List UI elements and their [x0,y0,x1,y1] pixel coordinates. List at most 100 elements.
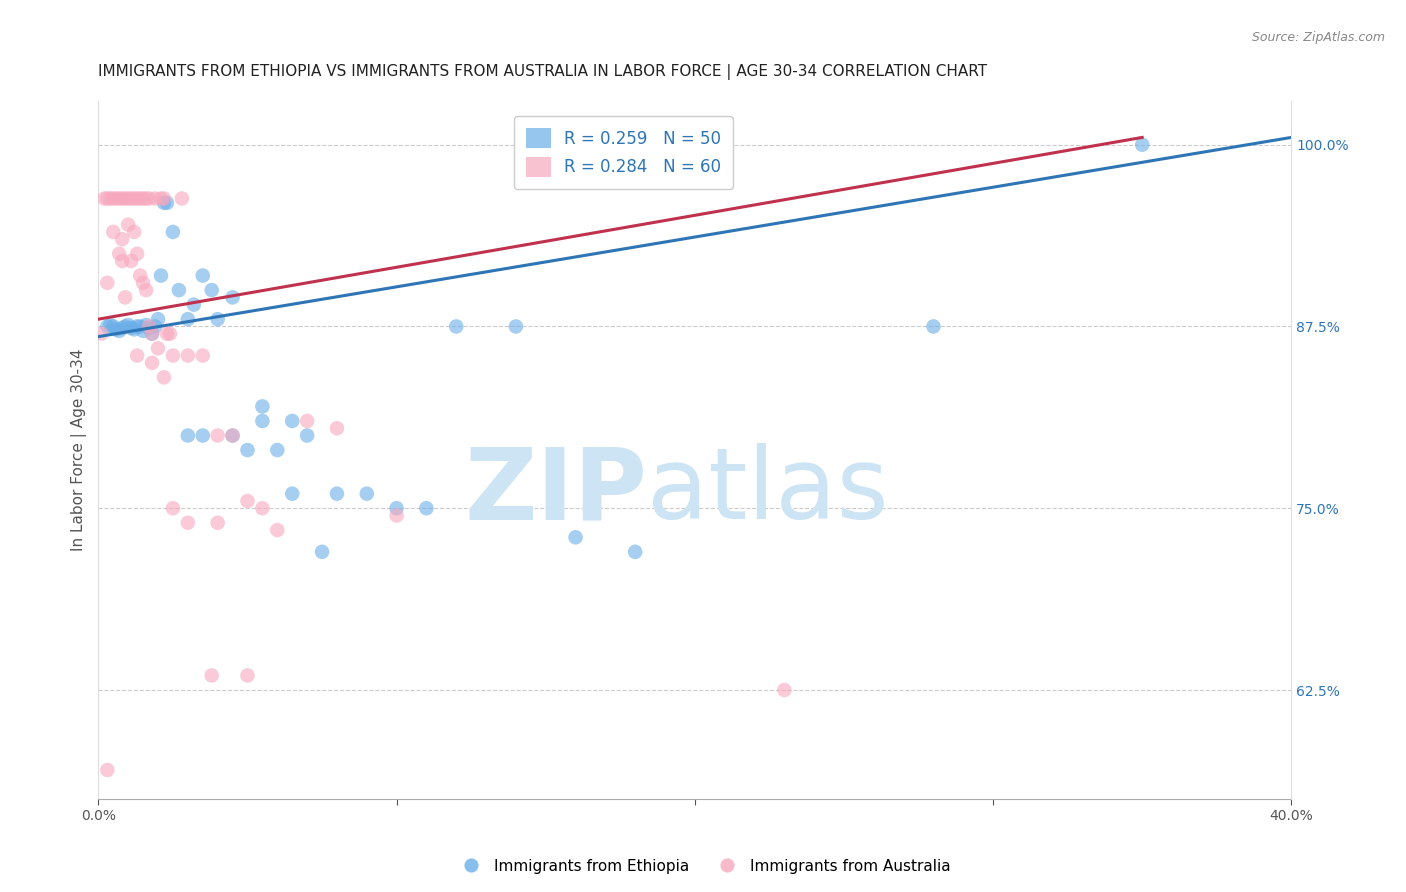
Point [191,428,214,442]
Text: ZIP: ZIP [464,443,647,541]
Point [93,192,115,206]
Point [162,349,184,363]
Point [127,349,149,363]
Point [207,312,229,326]
Point [122,225,145,239]
Point [105,192,128,206]
Legend: Immigrants from Ethiopia, Immigrants from Australia: Immigrants from Ethiopia, Immigrants fro… [450,853,956,880]
Point [153,192,176,206]
Point [773,683,796,698]
Point [108,246,131,260]
Point [96,276,118,290]
Point [143,319,166,334]
Point [120,254,142,268]
Point [96,763,118,777]
Point [98,318,121,332]
Point [98,192,121,206]
Point [117,218,139,232]
Point [108,324,131,338]
Y-axis label: In Labor Force | Age 30-34: In Labor Force | Age 30-34 [72,349,87,551]
Point [564,530,586,544]
Point [177,349,200,363]
Point [444,319,467,334]
Point [252,501,274,516]
Point [103,319,125,334]
Point [162,501,184,516]
Point [120,321,142,335]
Point [162,225,184,239]
Point [191,268,214,283]
Point [105,322,128,336]
Point [281,486,304,500]
Point [90,326,112,341]
Point [326,421,349,435]
Point [132,324,155,338]
Point [111,254,134,268]
Point [201,668,224,682]
Point [922,319,945,334]
Point [236,494,259,508]
Point [108,192,131,206]
Point [127,319,149,334]
Point [415,501,437,516]
Point [252,414,274,428]
Point [122,322,145,336]
Point [326,486,349,500]
Point [114,319,136,334]
Point [221,428,243,442]
Point [141,356,163,370]
Point [266,443,288,458]
Point [153,370,176,384]
Point [236,443,259,458]
Point [122,192,145,206]
Point [111,232,134,246]
Point [266,523,288,537]
Point [191,349,214,363]
Point [127,192,149,206]
Text: Source: ZipAtlas.com: Source: ZipAtlas.com [1251,31,1385,45]
Point [183,298,205,312]
Point [221,428,243,442]
Point [120,192,142,206]
Point [129,192,152,206]
Point [138,192,160,206]
Point [385,501,408,516]
Point [117,192,139,206]
Point [127,246,149,260]
Point [146,312,169,326]
Point [103,192,125,206]
Point [252,400,274,414]
Point [143,192,166,206]
Point [1130,137,1153,152]
Point [129,319,152,334]
Point [146,341,169,355]
Point [167,283,190,297]
Point [138,319,160,334]
Text: atlas: atlas [647,443,889,541]
Point [103,225,125,239]
Point [141,326,163,341]
Point [177,312,200,326]
Point [111,321,134,335]
Point [135,318,157,332]
Point [149,268,172,283]
Point [170,192,193,206]
Point [114,290,136,304]
Point [153,195,176,210]
Point [135,283,157,297]
Point [159,326,181,341]
Point [177,428,200,442]
Point [96,319,118,334]
Point [111,192,134,206]
Point [624,545,647,559]
Point [295,428,318,442]
Point [132,276,155,290]
Point [505,319,527,334]
Text: IMMIGRANTS FROM ETHIOPIA VS IMMIGRANTS FROM AUSTRALIA IN LABOR FORCE | AGE 30-34: IMMIGRANTS FROM ETHIOPIA VS IMMIGRANTS F… [98,64,987,80]
Point [156,326,179,341]
Point [141,326,163,341]
Point [114,192,136,206]
Point [177,516,200,530]
Point [295,414,318,428]
Point [135,192,157,206]
